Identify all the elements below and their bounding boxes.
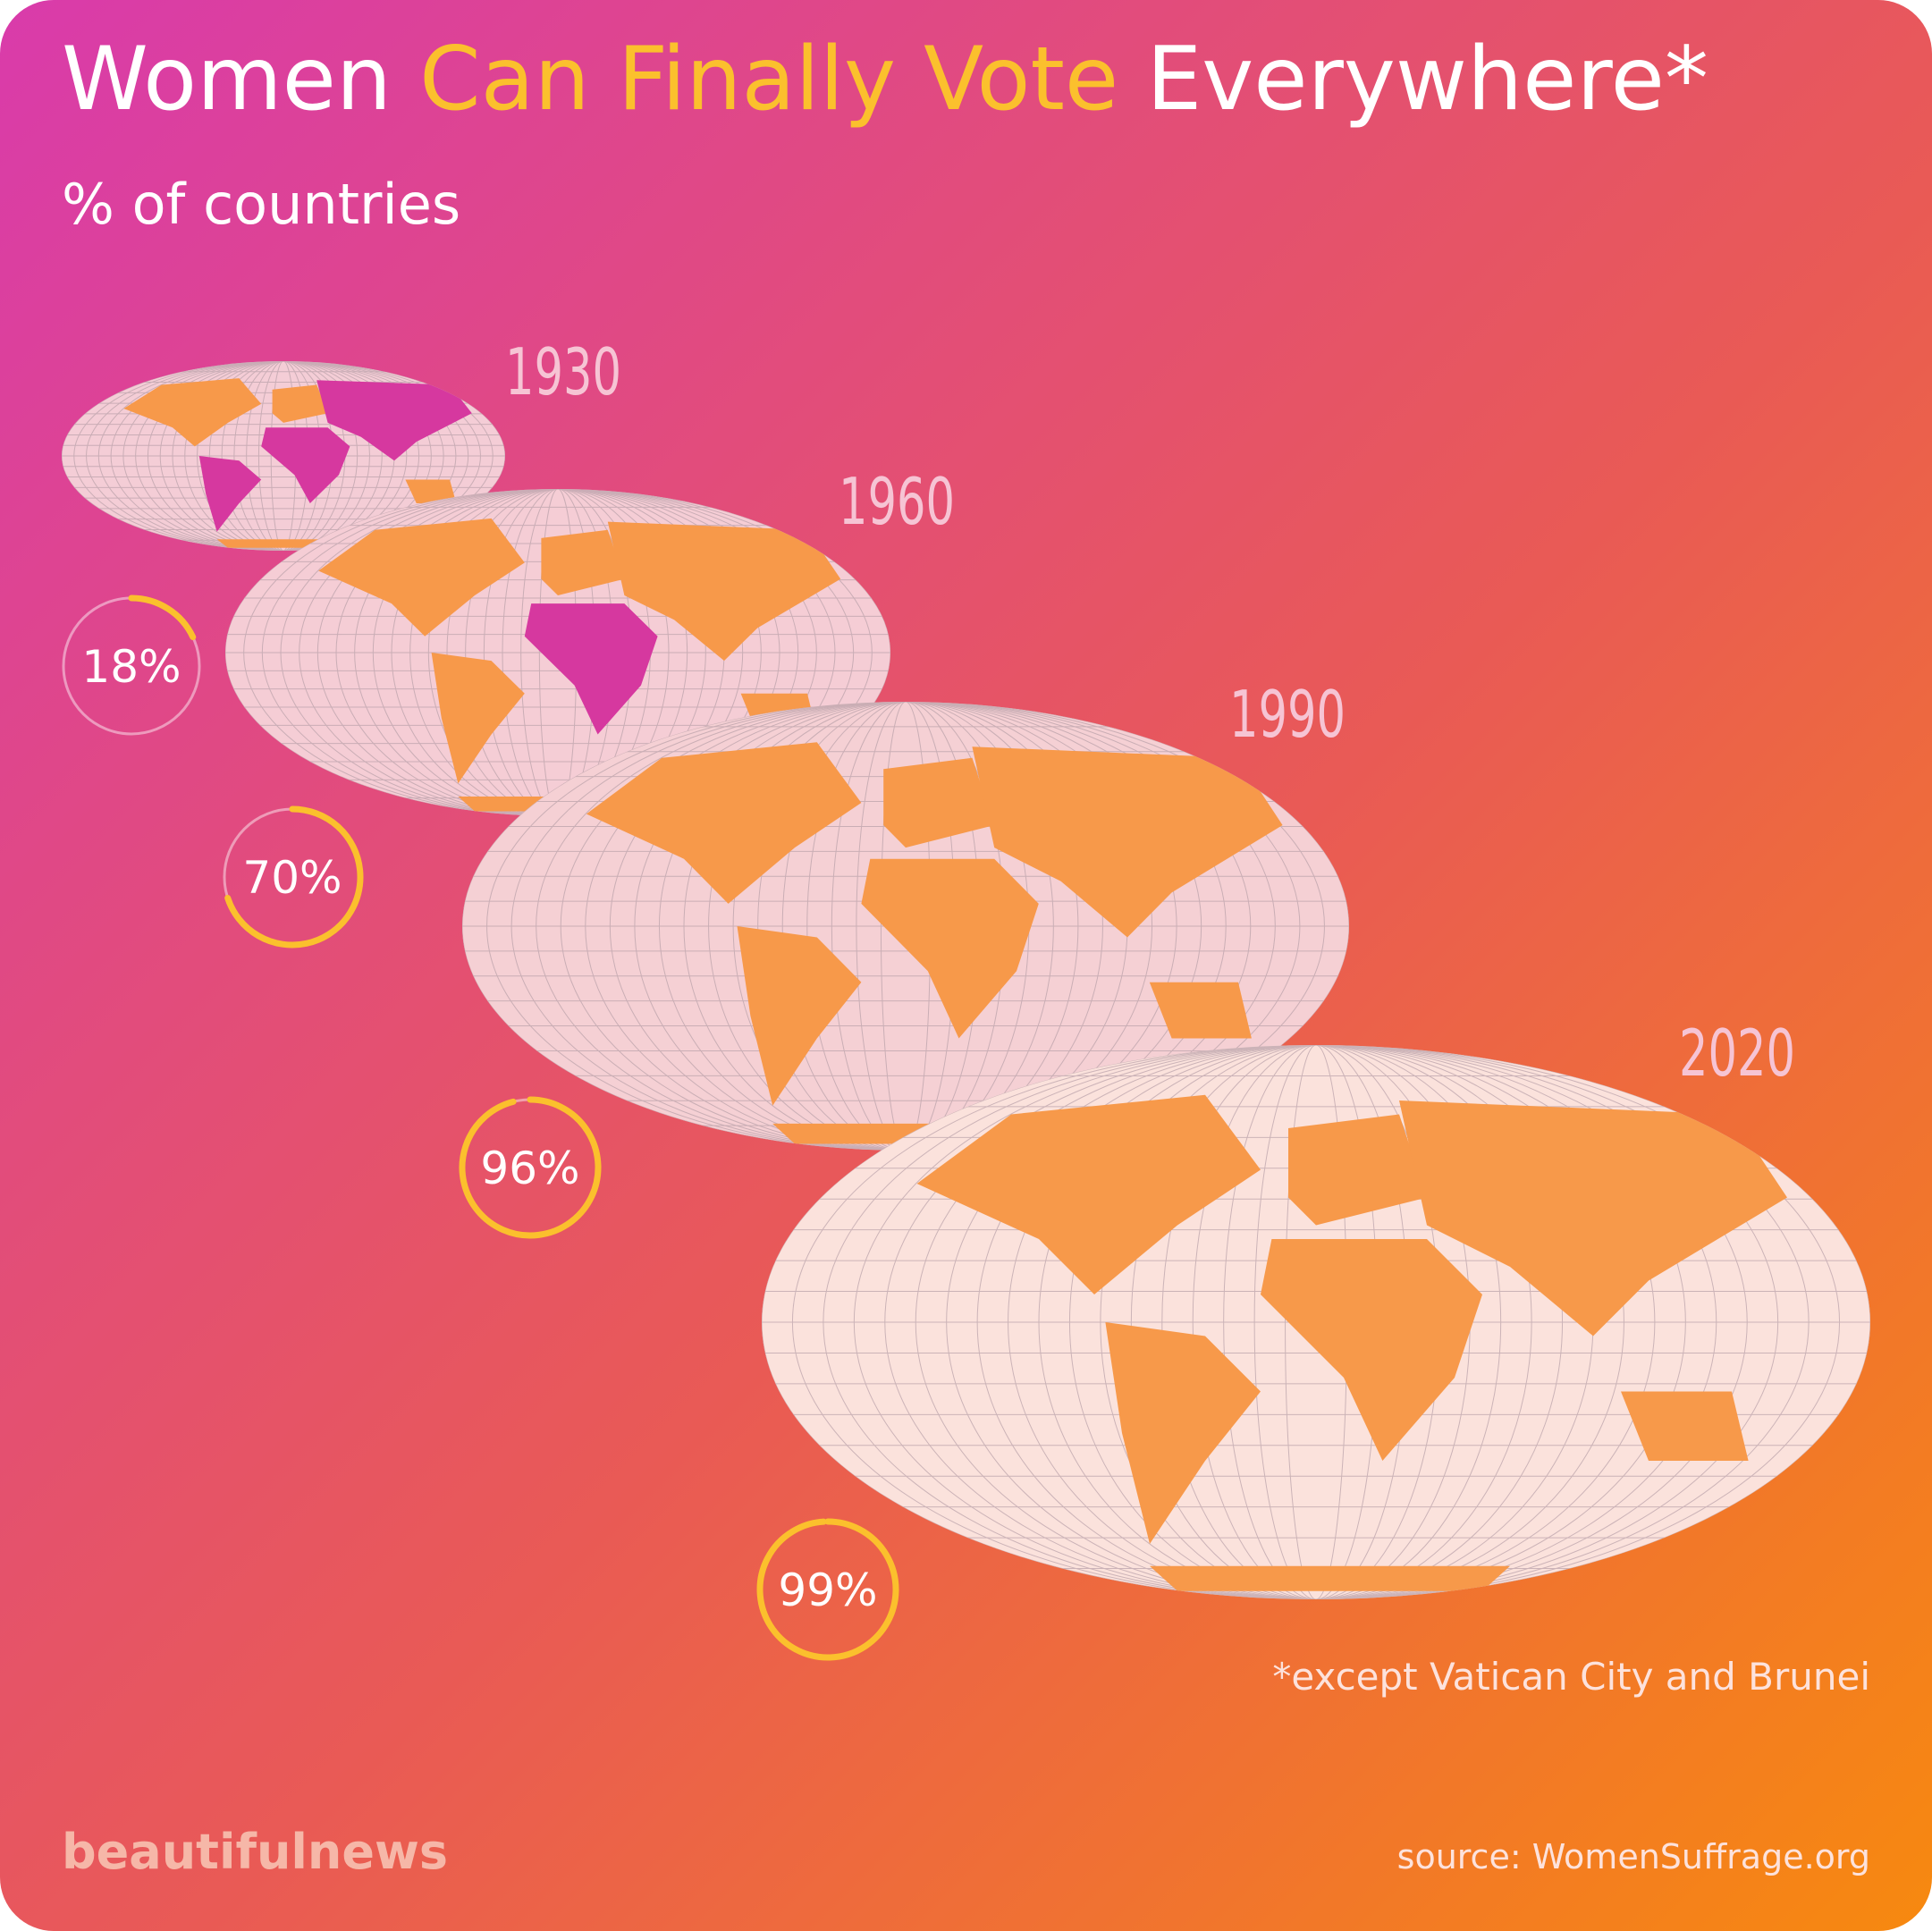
continent (1150, 1565, 1510, 1591)
continent (586, 742, 862, 904)
ring-arc (756, 1518, 899, 1661)
continent (261, 427, 350, 503)
continent (1399, 1100, 1787, 1337)
continent (431, 653, 525, 784)
continent (607, 521, 841, 662)
continent (123, 378, 262, 447)
value-label: 18% (81, 641, 181, 693)
year-label: 1960 (839, 464, 955, 539)
rings: 18% 70% 96% 99% (62, 594, 899, 1661)
world-map: 1930 (62, 334, 621, 551)
title-part: Can Finally Vote (419, 29, 1118, 131)
value-label: 96% (480, 1143, 579, 1194)
ring-arc (128, 594, 197, 641)
title-part: Women (62, 29, 392, 131)
continent (1288, 1114, 1427, 1226)
title-part: Everywhere* (1146, 29, 1708, 131)
source: source: WomenSuffrage.org (1397, 1837, 1870, 1876)
continent (861, 858, 1039, 1039)
value-label: 99% (778, 1564, 877, 1616)
year-label: 1930 (505, 334, 621, 409)
maps: 1930 1960 1990 2020 (62, 334, 1870, 1599)
chart-title: Women Can Finally Vote Everywhere* (62, 29, 1708, 131)
continent (1621, 1391, 1749, 1461)
continent (198, 456, 262, 532)
land (916, 1094, 1787, 1591)
land (586, 742, 1283, 1144)
subtitle: % of countries (62, 172, 460, 237)
continent (737, 926, 862, 1106)
world-map: 2020 (762, 1016, 1870, 1599)
brand: beautifulnews (62, 1824, 448, 1880)
year-label: 1990 (1229, 677, 1346, 752)
land (123, 378, 472, 548)
continent (883, 757, 995, 848)
continent (916, 1094, 1261, 1294)
ring-arc (459, 1096, 602, 1239)
continent (972, 746, 1283, 938)
land (318, 518, 841, 812)
continent (318, 518, 525, 637)
continent (1105, 1322, 1261, 1544)
continent (272, 384, 328, 423)
continent (541, 529, 625, 595)
world-map: 1990 (462, 677, 1349, 1151)
continent (524, 603, 658, 735)
year-label: 2020 (1679, 1016, 1795, 1091)
continent (1149, 982, 1252, 1039)
value-label: 70% (242, 852, 342, 904)
continent (1261, 1239, 1482, 1461)
continent (316, 380, 472, 461)
ring-arc (224, 805, 364, 949)
footnote: *except Vatican City and Brunei (1272, 1655, 1870, 1699)
continent (405, 479, 457, 503)
